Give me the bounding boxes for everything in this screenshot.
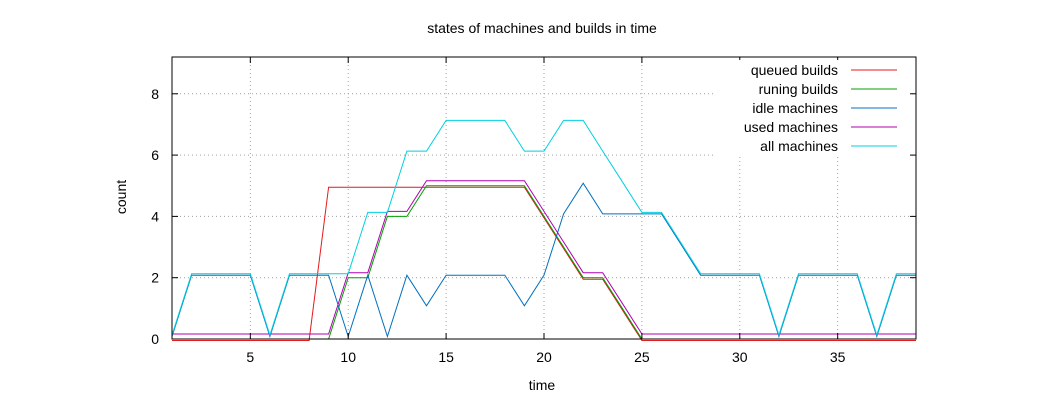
y-axis-label: count [113, 180, 129, 214]
chart-title: states of machines and builds in time [427, 20, 657, 36]
y-tick-label: 6 [151, 147, 159, 163]
legend-label: queued builds [751, 62, 838, 78]
y-tick-label: 2 [151, 270, 159, 286]
legend-label: idle machines [752, 100, 838, 116]
legend-label: runing builds [759, 81, 838, 97]
series-line-all-machines [171, 119, 916, 337]
x-tick-label: 35 [830, 349, 846, 365]
legend-label: used machines [744, 119, 838, 135]
y-tick-label: 8 [151, 86, 159, 102]
x-tick-label: 20 [536, 349, 552, 365]
series-line-used-machines [172, 180, 916, 335]
axis-ticks: 0 2 4 6 8 5 10 15 20 25 30 35 [151, 57, 916, 365]
x-tick-label: 5 [246, 349, 254, 365]
series-line-runing-builds [172, 185, 916, 340]
x-tick-label: 15 [438, 349, 454, 365]
x-tick-label: 25 [634, 349, 650, 365]
y-tick-label: 4 [151, 208, 159, 224]
series-line-queued-builds [172, 186, 916, 341]
legend-label: all machines [760, 138, 838, 154]
legend: queued builds runing builds idle machines u… [715, 60, 910, 156]
x-tick-label: 10 [340, 349, 356, 365]
x-tick-label: 30 [732, 349, 748, 365]
y-tick-label: 0 [151, 331, 159, 347]
x-axis-label: time [529, 377, 556, 393]
